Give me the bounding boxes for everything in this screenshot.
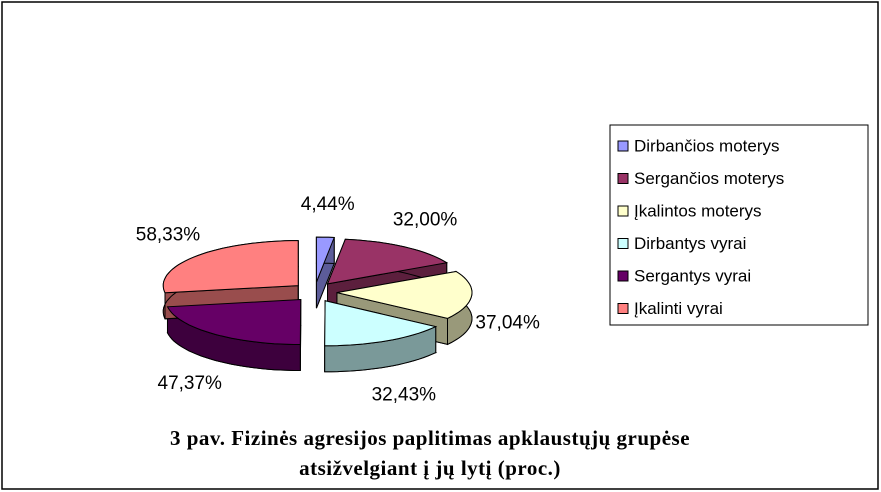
slice: [162, 240, 299, 294]
legend-label: Sergantys vyrai: [634, 266, 751, 285]
legend-label: Įkalinti vyrai: [634, 299, 723, 318]
legend-label: Sergančios moterys: [634, 169, 784, 188]
legend-label: Dirbantys vyrai: [634, 234, 746, 253]
data-label: 47,37%: [158, 373, 223, 394]
legend-swatch: [617, 173, 629, 184]
caption-line: atsižvelgiant į jų lytį (proc.): [299, 456, 561, 480]
legend-swatch: [617, 238, 629, 249]
legend-label: Dirbančios moterys: [634, 136, 780, 155]
caption-line: 3 pav. Fizinės agresijos paplitimas apkl…: [170, 426, 690, 450]
legend-label: Įkalintos moterys: [634, 201, 762, 220]
slice-tops: [162, 236, 473, 347]
legend-swatch: [617, 205, 629, 217]
data-label: 37,04%: [475, 312, 540, 333]
data-label: 58,33%: [136, 225, 201, 246]
slice: [315, 236, 335, 283]
slice: [326, 238, 449, 285]
data-label: 32,43%: [372, 384, 437, 405]
data-label: 32,00%: [393, 210, 458, 231]
legend-box: [609, 124, 869, 326]
slice: [166, 299, 302, 345]
slice: [336, 270, 473, 319]
legend-swatch: [617, 303, 629, 314]
slice: [324, 300, 438, 347]
data-label: 4,44%: [301, 194, 355, 215]
legend-swatch: [617, 140, 629, 152]
legend-swatch: [617, 270, 629, 282]
